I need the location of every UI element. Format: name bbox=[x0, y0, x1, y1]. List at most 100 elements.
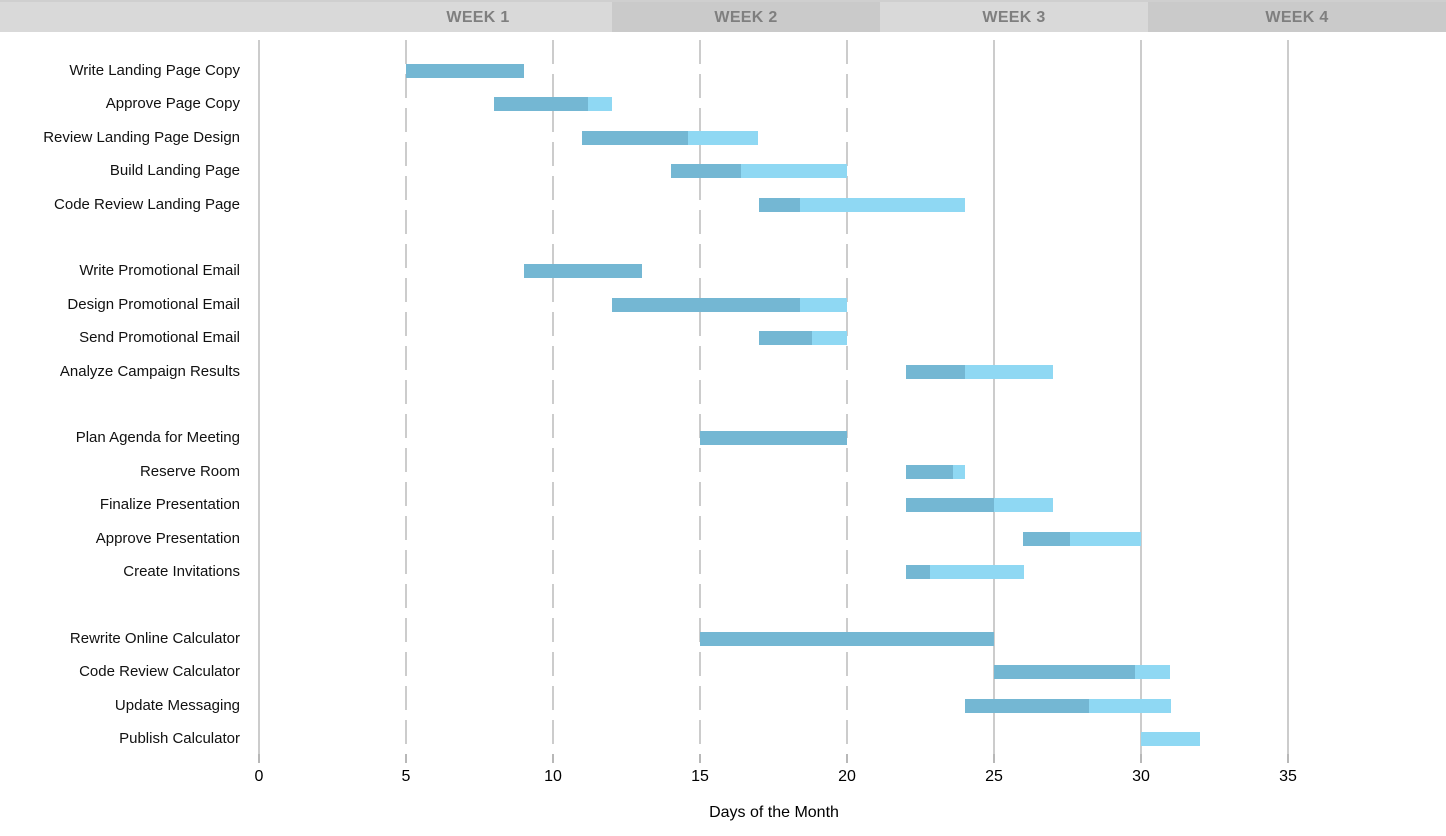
gantt-bar[interactable] bbox=[700, 431, 847, 446]
bar-remaining-segment bbox=[1089, 698, 1171, 713]
x-tick-mark bbox=[552, 754, 554, 763]
task-label: Update Messaging bbox=[114, 696, 240, 714]
x-tick-label: 15 bbox=[691, 768, 709, 785]
gantt-bar[interactable] bbox=[759, 197, 965, 212]
gantt-bar[interactable] bbox=[994, 665, 1170, 680]
x-tick-mark bbox=[258, 754, 260, 763]
gridline-day-25 bbox=[993, 40, 995, 755]
bar-remaining-segment bbox=[741, 164, 847, 179]
bar-complete-segment bbox=[524, 264, 642, 279]
bar-remaining-segment bbox=[1135, 665, 1170, 680]
task-label: Finalize Presentation bbox=[99, 496, 240, 514]
bar-complete-segment bbox=[965, 698, 1089, 713]
gantt-bar[interactable] bbox=[965, 698, 1171, 713]
bar-complete-segment bbox=[700, 431, 847, 446]
week-label: WEEK 4 bbox=[1265, 9, 1329, 26]
task-label: Build Landing Page bbox=[109, 162, 240, 180]
task-label: Send Promotional Email bbox=[79, 329, 240, 347]
bar-complete-segment bbox=[700, 631, 994, 646]
task-label: Publish Calculator bbox=[119, 730, 240, 747]
gantt-plot-area: Write Landing Page Copy Approve Page Copy… bbox=[0, 32, 1446, 836]
gantt-bar[interactable] bbox=[700, 631, 994, 646]
week-label: WEEK 2 bbox=[714, 9, 778, 26]
task-label: Approve Page Copy bbox=[105, 95, 240, 113]
x-tick-label: 25 bbox=[985, 768, 1003, 785]
bar-remaining-segment bbox=[930, 565, 1024, 579]
bar-complete-segment bbox=[406, 64, 524, 78]
task-label: Review Landing Page Design bbox=[43, 128, 240, 146]
task-label: Approve Presentation bbox=[95, 529, 240, 547]
x-tick-label: 0 bbox=[254, 768, 264, 785]
week-header-cell-1: WEEK 1 bbox=[344, 2, 612, 34]
bar-complete-segment bbox=[906, 565, 930, 579]
bar-complete-segment bbox=[906, 498, 994, 513]
x-tick-mark bbox=[846, 754, 848, 763]
bar-remaining-segment bbox=[1141, 732, 1200, 746]
bar-complete-segment bbox=[1023, 531, 1070, 546]
bar-complete-segment bbox=[671, 164, 741, 179]
bar-complete-segment bbox=[759, 197, 800, 212]
gantt-bar[interactable] bbox=[906, 565, 1024, 579]
x-tick-mark bbox=[699, 754, 701, 763]
task-label: Reserve Room bbox=[139, 462, 240, 480]
bar-remaining-segment bbox=[688, 130, 758, 145]
gantt-bar[interactable] bbox=[524, 264, 642, 279]
task-label: Write Promotional Email bbox=[79, 262, 240, 280]
week-label: WEEK 3 bbox=[982, 9, 1046, 26]
gantt-bar[interactable] bbox=[1141, 732, 1200, 746]
x-tick-mark bbox=[1140, 754, 1142, 763]
bar-remaining-segment bbox=[994, 498, 1053, 513]
bar-complete-segment bbox=[612, 297, 800, 312]
bar-complete-segment bbox=[906, 464, 953, 479]
week-header-cell-3: WEEK 3 bbox=[880, 2, 1148, 34]
x-tick-label: 5 bbox=[401, 768, 411, 785]
task-label: Create Invitations bbox=[123, 563, 240, 580]
task-label: Code Review Landing Page bbox=[54, 195, 240, 213]
bar-complete-segment bbox=[906, 364, 965, 379]
week-header-cell-4: WEEK 4 bbox=[1148, 2, 1446, 34]
gantt-bar[interactable] bbox=[1023, 531, 1141, 546]
bar-complete-segment bbox=[994, 665, 1135, 680]
task-label: Design Promotional Email bbox=[67, 295, 240, 313]
gantt-bar[interactable] bbox=[406, 64, 524, 78]
week-header-cell-2: WEEK 2 bbox=[612, 2, 880, 34]
x-tick-label: 20 bbox=[838, 768, 856, 785]
week-header-cell-empty bbox=[0, 2, 344, 34]
gridline-day-10 bbox=[552, 40, 554, 755]
bar-remaining-segment bbox=[800, 197, 965, 212]
gridline-day-30 bbox=[1140, 40, 1142, 755]
y-axis-line bbox=[258, 40, 260, 755]
x-tick-label: 35 bbox=[1279, 768, 1297, 785]
bar-complete-segment bbox=[759, 331, 812, 346]
task-label: Write Landing Page Copy bbox=[69, 62, 240, 79]
task-label: Plan Agenda for Meeting bbox=[75, 429, 240, 447]
gantt-bar[interactable] bbox=[906, 498, 1053, 513]
x-tick-mark bbox=[405, 754, 407, 763]
task-label: Analyze Campaign Results bbox=[59, 362, 240, 380]
bar-remaining-segment bbox=[812, 331, 847, 346]
bar-complete-segment bbox=[494, 97, 588, 112]
gridline-day-5 bbox=[405, 40, 407, 755]
gantt-bar[interactable] bbox=[906, 464, 965, 479]
gantt-bar[interactable] bbox=[671, 164, 847, 179]
x-tick-mark bbox=[993, 754, 995, 763]
gantt-bar[interactable] bbox=[759, 331, 847, 346]
bar-remaining-segment bbox=[1070, 531, 1141, 546]
gridline-day-35 bbox=[1287, 40, 1289, 755]
task-label: Code Review Calculator bbox=[79, 663, 240, 681]
gridline-day-20 bbox=[846, 40, 848, 755]
bar-complete-segment bbox=[582, 130, 688, 145]
x-axis-title: Days of the Month bbox=[709, 804, 839, 821]
x-tick-mark bbox=[1287, 754, 1289, 763]
gantt-bar[interactable] bbox=[906, 364, 1053, 379]
week-header-band: WEEK 1 WEEK 2 WEEK 3 WEEK 4 bbox=[0, 0, 1446, 34]
bar-remaining-segment bbox=[588, 97, 612, 112]
gantt-bar[interactable] bbox=[494, 97, 612, 112]
gantt-bar[interactable] bbox=[612, 297, 847, 312]
bar-remaining-segment bbox=[953, 464, 965, 479]
gantt-bar[interactable] bbox=[582, 130, 758, 145]
bar-remaining-segment bbox=[965, 364, 1053, 379]
bar-remaining-segment bbox=[800, 297, 847, 312]
week-label: WEEK 1 bbox=[446, 9, 510, 26]
